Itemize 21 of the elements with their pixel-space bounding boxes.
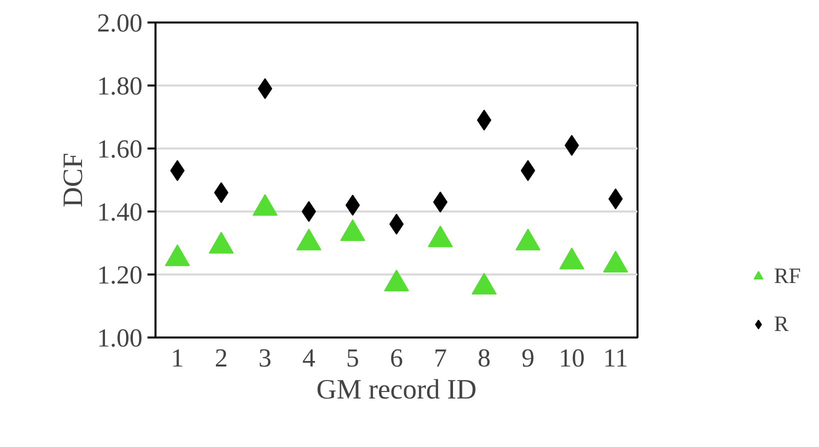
x-tick-label: 5: [346, 344, 360, 372]
x-tick-label: 3: [258, 344, 272, 372]
y-tick-label: 1.20: [97, 260, 142, 290]
y-tick-label: 1.80: [97, 72, 142, 100]
y-tick-label: 1.60: [97, 134, 142, 164]
x-tick-label: 4: [302, 344, 316, 372]
legend-label: R: [774, 311, 790, 337]
y-tick-label: 1.40: [97, 198, 142, 226]
x-tick-label: 7: [434, 344, 447, 372]
y-tick-label: 2.00: [97, 8, 142, 38]
x-axis-title: GM record ID: [316, 374, 477, 406]
x-tick-label: 9: [521, 344, 534, 372]
x-tick-label: 11: [603, 344, 628, 372]
x-tick-label: 8: [478, 344, 491, 372]
x-tick-label: 6: [390, 344, 403, 372]
x-tick-label: 1: [170, 344, 184, 372]
legend-label: RF: [774, 263, 801, 289]
x-tick-label: 2: [214, 344, 228, 372]
y-tick-label: 1.00: [97, 324, 142, 352]
x-tick-label: 10: [558, 344, 585, 372]
y-axis-title: DCF: [58, 152, 89, 208]
